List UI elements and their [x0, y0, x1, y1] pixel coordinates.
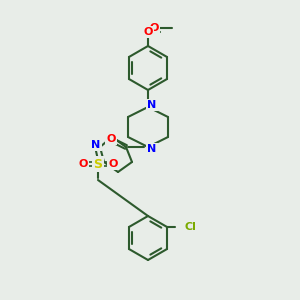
Text: O: O [78, 159, 88, 169]
Text: O: O [149, 23, 159, 33]
Text: O: O [143, 27, 153, 37]
Text: O: O [108, 159, 118, 169]
Text: Cl: Cl [184, 222, 196, 232]
Text: N: N [92, 140, 100, 150]
Text: N: N [147, 100, 157, 110]
Text: S: S [94, 158, 103, 170]
Text: N: N [147, 144, 157, 154]
Text: O: O [106, 134, 116, 144]
